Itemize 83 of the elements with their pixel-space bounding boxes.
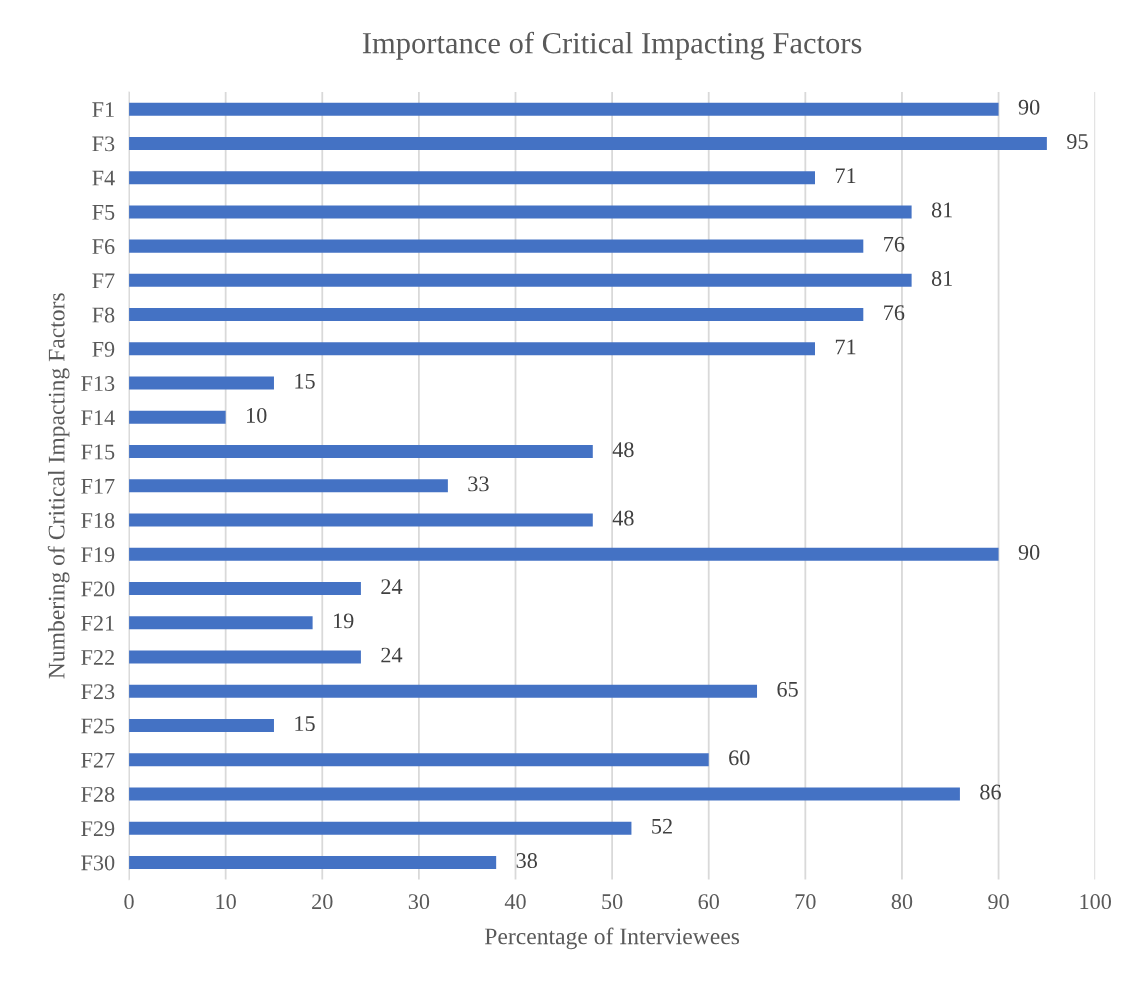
y-tick-label: F20 <box>81 581 115 597</box>
x-axis-title: Percentage of Interviewees <box>484 927 740 950</box>
y-tick-label: F5 <box>92 205 115 220</box>
x-tick-label: 100 <box>1080 894 1111 910</box>
bar <box>129 547 999 561</box>
data-label: 76 <box>884 236 905 252</box>
bar <box>129 239 864 253</box>
y-tick-label: F4 <box>92 170 115 186</box>
bar <box>129 445 593 459</box>
bar <box>129 684 758 698</box>
data-label: 33 <box>468 476 489 492</box>
y-tick-label: F22 <box>81 650 114 665</box>
x-tick-label: 0 <box>124 894 134 910</box>
bar <box>129 718 274 732</box>
bar <box>129 582 361 596</box>
bar <box>129 171 815 185</box>
data-label: 90 <box>1018 544 1040 560</box>
y-axis-title: Numbering of Critical Impacting Factors <box>47 293 70 679</box>
data-label: 48 <box>612 442 634 458</box>
y-tick-label: F7 <box>92 273 115 289</box>
y-tick-label: F14 <box>81 410 115 426</box>
x-tick-label: 70 <box>795 894 816 910</box>
bar <box>129 376 274 390</box>
y-tick-label: F9 <box>92 341 115 357</box>
bar <box>129 650 361 664</box>
bar <box>129 342 815 356</box>
y-tick-label: F23 <box>81 684 115 700</box>
data-label: 65 <box>777 681 798 697</box>
bar <box>129 205 912 219</box>
bar <box>129 308 864 322</box>
bar <box>129 479 448 493</box>
bar <box>129 102 999 116</box>
y-tick-label: F29 <box>81 821 115 837</box>
bar <box>129 273 912 287</box>
y-tick-label: F15 <box>81 444 115 460</box>
data-label: 24 <box>381 647 403 663</box>
x-tick-label: 60 <box>698 894 719 910</box>
data-label: 86 <box>980 784 1001 800</box>
data-label: 52 <box>652 818 672 834</box>
data-label: 38 <box>516 853 537 869</box>
y-tick-label: F1 <box>92 102 114 117</box>
data-label: 15 <box>295 716 315 732</box>
data-label: 95 <box>1067 134 1088 149</box>
data-label: 60 <box>729 750 750 766</box>
y-tick-label: F19 <box>81 547 115 563</box>
data-label: 10 <box>247 407 267 423</box>
y-tick-label: F30 <box>81 855 115 871</box>
data-label: 81 <box>931 202 952 218</box>
y-tick-label: F17 <box>81 478 115 494</box>
data-label: 76 <box>884 305 905 321</box>
bar <box>129 787 960 801</box>
x-tick-label: 10 <box>216 894 236 910</box>
y-tick-label: F3 <box>92 136 115 152</box>
data-label: 71 <box>835 168 856 183</box>
data-label: 19 <box>334 613 354 629</box>
bar <box>129 855 497 869</box>
data-label: 48 <box>612 510 634 526</box>
data-label: 24 <box>381 579 403 594</box>
y-tick-label: F27 <box>81 752 115 768</box>
y-tick-label: F6 <box>92 239 115 255</box>
y-tick-label: F25 <box>81 718 115 734</box>
y-tick-label: F13 <box>81 376 115 392</box>
data-label: 81 <box>931 270 952 286</box>
bar <box>129 136 1047 150</box>
data-label: 15 <box>295 373 315 389</box>
x-tick-label: 90 <box>988 894 1009 910</box>
x-tick-label: 50 <box>602 894 623 910</box>
data-label: 71 <box>835 339 856 355</box>
x-tick-label: 30 <box>408 894 430 910</box>
y-tick-label: F28 <box>81 786 115 802</box>
bar <box>129 821 632 835</box>
y-tick-label: F8 <box>92 307 115 323</box>
chart-title: Importance of Critical Impacting Factors <box>362 31 862 60</box>
bar <box>129 513 593 527</box>
x-tick-label: 80 <box>891 894 913 910</box>
bar <box>129 616 313 630</box>
x-tick-label: 20 <box>312 894 333 910</box>
y-tick-label: F21 <box>81 615 114 631</box>
data-label: 90 <box>1018 99 1040 115</box>
bar <box>129 410 226 424</box>
bar <box>129 753 709 767</box>
x-tick-label: 40 <box>504 894 526 910</box>
y-tick-label: F18 <box>81 512 115 528</box>
